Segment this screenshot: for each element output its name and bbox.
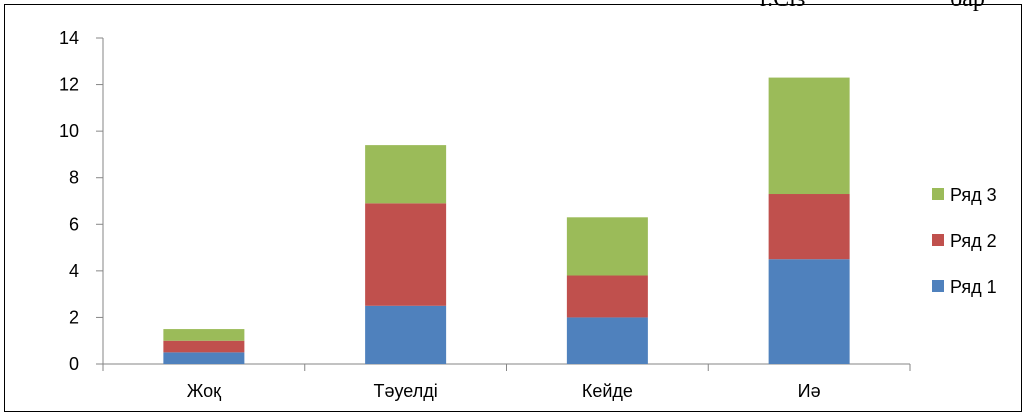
bar-segment-series-3: [365, 145, 447, 204]
header-fragment-right: бар: [950, 0, 985, 13]
chart-legend: Ряд 3 Ряд 2 Ряд 1: [932, 185, 997, 297]
bar-segment-series-2: [365, 203, 447, 306]
bar-segment-series-2: [163, 340, 245, 353]
x-tick-label: Кейде: [582, 381, 633, 401]
legend-swatch: [932, 188, 944, 200]
bar-segment-series-1: [566, 317, 648, 364]
legend-swatch: [932, 234, 944, 246]
chart-axes: 0 2 4 6 8 10 12 14 Жоқ Тәуелді Кейде Иә: [59, 28, 911, 401]
cropped-header-text: г.Сіз бар: [760, 0, 1010, 16]
bar-segment-series-3: [566, 217, 648, 276]
chart-bars: [163, 77, 850, 364]
x-tick-label: Иә: [798, 381, 821, 401]
bar-segment-series-2: [566, 275, 648, 318]
chart-frame: [4, 4, 1022, 412]
y-tick-label: 12: [59, 75, 79, 95]
legend-label: Ряд 3: [950, 185, 997, 205]
header-fragment-left: г.Сіз: [760, 0, 805, 13]
legend-label: Ряд 2: [950, 231, 997, 251]
y-tick-label: 14: [59, 28, 79, 48]
legend-label: Ряд 1: [950, 277, 997, 297]
bar-segment-series-1: [163, 352, 245, 364]
y-tick-label: 6: [69, 214, 79, 234]
x-tick-label: Тәуелді: [374, 381, 438, 401]
bar-segment-series-3: [163, 329, 245, 341]
x-tick-label: Жоқ: [187, 381, 221, 401]
y-tick-label: 10: [59, 121, 79, 141]
y-tick-label: 8: [69, 168, 79, 188]
y-tick-label: 2: [69, 307, 79, 327]
y-tick-label: 4: [69, 261, 79, 281]
bar-segment-series-1: [365, 305, 447, 364]
y-tick-label: 0: [69, 354, 79, 374]
bar-segment-series-2: [768, 194, 850, 260]
legend-swatch: [932, 280, 944, 292]
bar-segment-series-3: [768, 77, 850, 195]
bar-segment-series-1: [768, 259, 850, 364]
